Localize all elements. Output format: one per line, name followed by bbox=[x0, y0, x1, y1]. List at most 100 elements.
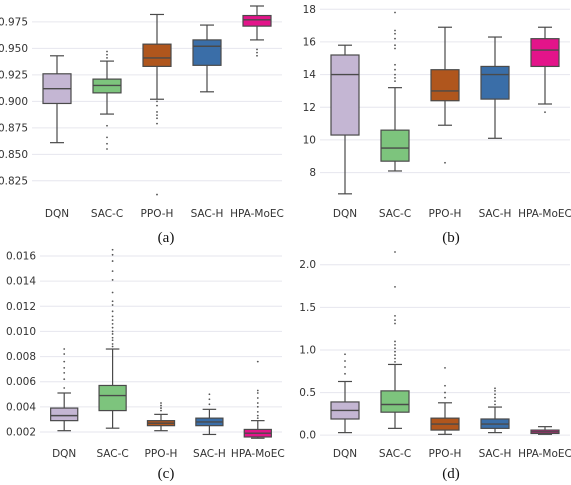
outlier-point bbox=[394, 354, 396, 356]
outlier-point bbox=[394, 357, 396, 360]
y-tick-label: 0.016 bbox=[6, 251, 36, 263]
x-tick-label: PPO-H bbox=[141, 208, 174, 220]
box-iqr bbox=[330, 54, 360, 136]
outlier-point bbox=[394, 37, 396, 40]
outlier-point bbox=[394, 44, 396, 47]
outlier-point bbox=[394, 347, 396, 350]
outlier-point bbox=[156, 117, 158, 120]
outlier-point bbox=[156, 122, 158, 125]
outlier-point bbox=[111, 319, 114, 322]
box-sac-h bbox=[480, 387, 510, 434]
x-tick-label: SAC-C bbox=[96, 448, 128, 460]
box-sac-h bbox=[192, 24, 222, 93]
outlier-point bbox=[156, 104, 158, 107]
x-tick-label: SAC-C bbox=[379, 448, 411, 460]
outlier-point bbox=[494, 389, 496, 392]
x-tick-label: DQN bbox=[52, 448, 76, 460]
outlier-point bbox=[111, 345, 114, 348]
box-dqn bbox=[330, 44, 360, 195]
outlier-point bbox=[494, 387, 496, 390]
outlier-point bbox=[156, 193, 158, 196]
outlier-point bbox=[111, 336, 114, 339]
outlier-point bbox=[494, 393, 496, 396]
box-ppo-h bbox=[142, 13, 172, 196]
outlier-point bbox=[63, 371, 66, 374]
outlier-point bbox=[63, 366, 66, 369]
outlier-point bbox=[111, 343, 114, 345]
outlier-point bbox=[111, 253, 114, 256]
outlier-point bbox=[394, 360, 396, 363]
y-tick-label: 0.006 bbox=[6, 376, 36, 388]
outlier-point bbox=[394, 76, 396, 79]
x-tick-label: HPA-MoEC bbox=[518, 448, 571, 460]
outlier-point bbox=[444, 391, 446, 394]
outlier-point bbox=[208, 398, 211, 401]
box-hpa-moec bbox=[243, 360, 272, 439]
x-tick-label: PPO-H bbox=[429, 208, 462, 220]
box-iqr bbox=[380, 390, 410, 413]
outlier-point bbox=[444, 384, 446, 387]
outlier-point bbox=[111, 279, 114, 281]
box-iqr bbox=[142, 43, 172, 67]
outlier-point bbox=[160, 409, 162, 412]
y-tick-label: 0.925 bbox=[0, 69, 28, 81]
x-tick-label: SAC-H bbox=[479, 208, 512, 220]
box-iqr bbox=[242, 14, 272, 27]
y-tick-label: 0.008 bbox=[6, 351, 36, 363]
panel-label: (a) bbox=[158, 230, 175, 246]
panel-a: 0.825 0.850 0.875 0.900 0.925 0.950 0.975 DQN SA… bbox=[0, 5, 284, 246]
panel-label: (d) bbox=[442, 466, 460, 482]
outlier-point bbox=[544, 111, 546, 114]
outlier-point bbox=[394, 350, 396, 353]
outlier-point bbox=[256, 410, 259, 413]
box-sac-h bbox=[480, 36, 510, 139]
outlier-point bbox=[63, 378, 66, 381]
outlier-point bbox=[256, 48, 258, 51]
outlier-point bbox=[256, 392, 259, 394]
box-ppo-h bbox=[146, 402, 176, 432]
box-iqr bbox=[98, 384, 127, 412]
y-tick-label: 0.950 bbox=[0, 43, 28, 55]
x-tick-label: SAC-C bbox=[91, 208, 123, 220]
outlier-point bbox=[256, 414, 259, 417]
outlier-point bbox=[394, 63, 396, 66]
y-tick-label: 8 bbox=[309, 167, 316, 179]
y-tick-label: 0.825 bbox=[0, 175, 28, 187]
outlier-point bbox=[444, 396, 446, 399]
box-dqn bbox=[330, 353, 360, 434]
outlier-point bbox=[106, 124, 108, 127]
plot-area bbox=[40, 246, 282, 442]
outlier-point bbox=[160, 404, 162, 407]
outlier-point bbox=[111, 270, 114, 273]
outlier-point bbox=[394, 319, 396, 322]
panel-label: (b) bbox=[442, 230, 460, 246]
outlier-point bbox=[394, 47, 396, 50]
outlier-point bbox=[111, 304, 114, 306]
outlier-point bbox=[394, 314, 396, 317]
box-dqn bbox=[42, 55, 72, 144]
x-tick-label: SAC-H bbox=[191, 208, 224, 220]
panel-b: 8 10 12 14 16 18 DQN SAC-C PPO-H SAC-H HPA-MoEC (b) bbox=[303, 4, 571, 246]
outlier-point bbox=[344, 360, 346, 362]
outlier-point bbox=[111, 260, 114, 262]
y-tick-label: 12 bbox=[303, 102, 316, 114]
box-hpa-moec bbox=[242, 5, 272, 57]
outlier-point bbox=[156, 111, 158, 113]
x-tick-label: PPO-H bbox=[145, 448, 178, 460]
box-sac-c bbox=[380, 251, 410, 429]
outlier-point bbox=[106, 142, 108, 145]
outlier-point bbox=[394, 340, 396, 343]
outlier-point bbox=[111, 291, 114, 294]
y-tick-label: 0.850 bbox=[0, 149, 28, 161]
outlier-point bbox=[394, 68, 396, 71]
x-tick-label: HPA-MoEC bbox=[518, 208, 571, 220]
outlier-point bbox=[156, 100, 158, 103]
box-ppo-h bbox=[430, 26, 460, 164]
y-tick-label: 1.5 bbox=[299, 302, 316, 314]
outlier-point bbox=[111, 248, 114, 251]
x-tick-label: SAC-C bbox=[379, 208, 411, 220]
outlier-point bbox=[63, 353, 66, 355]
y-tick-label: 0.5 bbox=[299, 387, 316, 399]
outlier-point bbox=[394, 11, 396, 14]
